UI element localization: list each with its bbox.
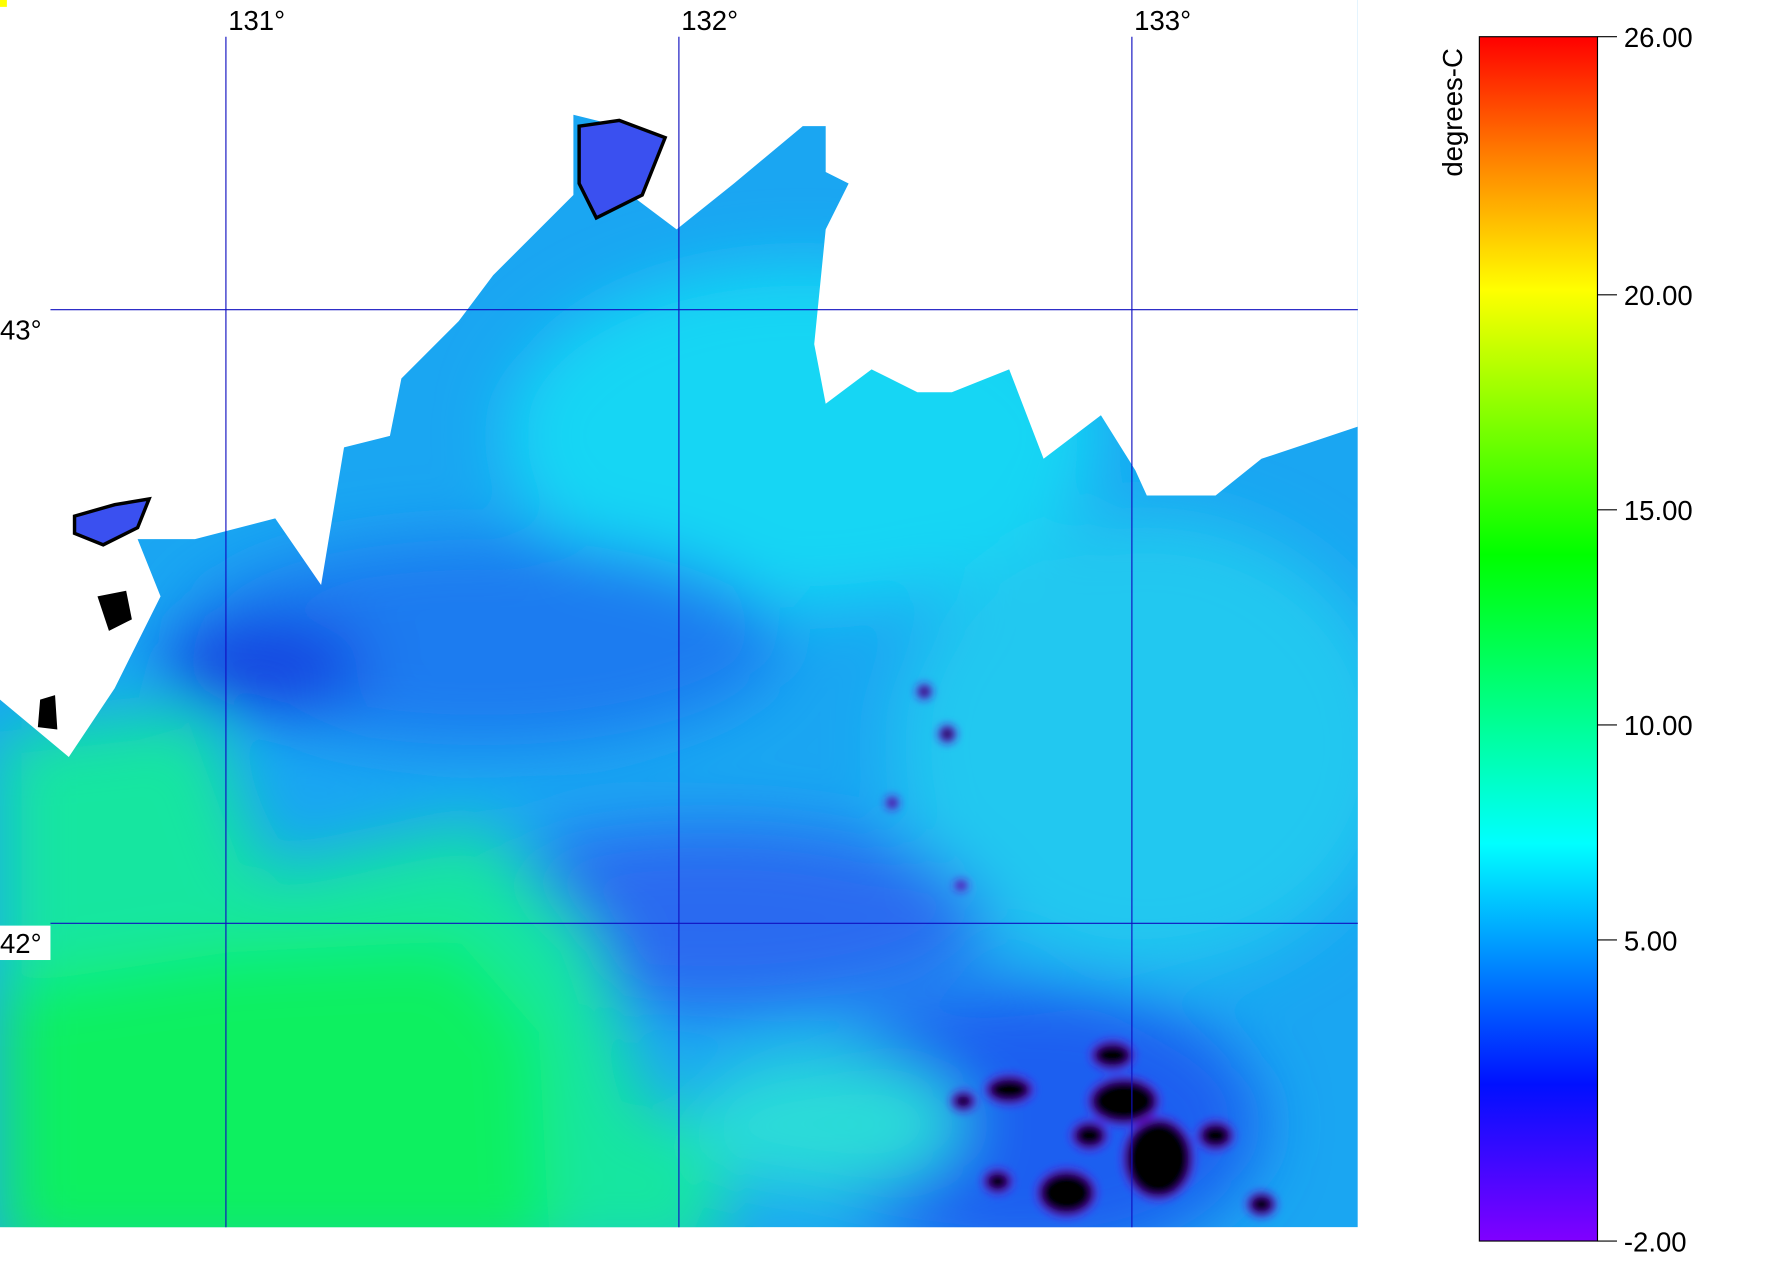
colorbar-tick-label: 10.00 [1624, 710, 1693, 741]
longitude-label: 132° [681, 5, 738, 36]
corner-marker [0, 0, 7, 7]
colorbar-tick-label: 15.00 [1624, 495, 1693, 526]
latitude-label-bg [0, 925, 51, 961]
bay [577, 118, 668, 221]
latitude-label: 42° [0, 928, 42, 959]
colorbar-tick-label: -2.00 [1624, 1226, 1687, 1257]
colorbar-label: degrees-C [1437, 48, 1468, 176]
longitude-label: 133° [1134, 5, 1191, 36]
colorbar [1478, 36, 1599, 1242]
sst-field [0, 0, 1358, 1228]
island [37, 590, 132, 730]
bay [72, 496, 152, 547]
colorbar-tick-label: 20.00 [1624, 280, 1693, 311]
longitude-label: 131° [228, 5, 285, 36]
latitude-label: 43° [0, 315, 42, 346]
colorbar-tick-label: 5.00 [1624, 925, 1678, 956]
latitude-label-bg [0, 311, 51, 347]
colorbar-tick-label: 26.00 [1624, 22, 1693, 53]
land [0, 0, 1358, 758]
